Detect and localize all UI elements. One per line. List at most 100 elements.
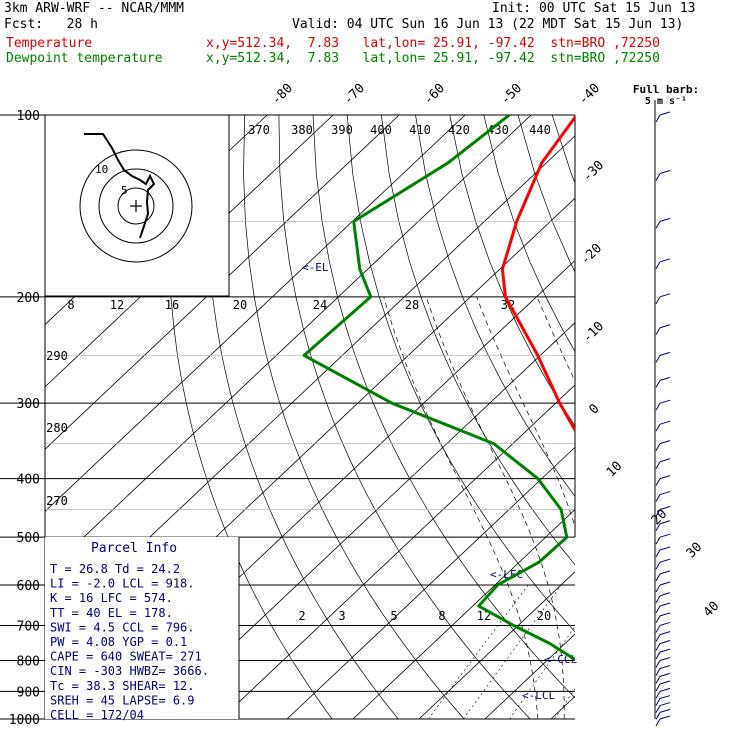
theta-label: 410	[409, 123, 431, 137]
isotherm-line	[220, 384, 575, 719]
wind-barb-flag	[659, 570, 671, 575]
wind-barb-shaft	[655, 712, 661, 720]
wind-barb-flag	[659, 592, 671, 597]
theta-label: 420	[448, 123, 470, 137]
mixing-ratio-label: 3	[338, 609, 345, 623]
wind-barb-shaft	[655, 296, 661, 305]
temperature-label: Temperature	[6, 36, 93, 51]
wind-barb-flag	[659, 324, 671, 329]
isotherm-line	[45, 115, 400, 450]
hodograph-ring-label: 10	[95, 163, 108, 176]
wind-barb-shaft	[655, 173, 661, 181]
isotherm-line	[154, 322, 575, 719]
isotherm-label: 40	[701, 599, 723, 621]
valid-time: Valid: 04 UTC Sun 16 Jun 13 (22 MDT Sat …	[292, 17, 684, 32]
wind-barb-shaft	[655, 634, 661, 642]
theta-label: 280	[46, 421, 68, 435]
moist-adiabat-label: 8	[67, 298, 74, 312]
mixing-ratio-line	[554, 688, 575, 719]
forecast-hour: Fcst: 28 h	[4, 17, 98, 32]
moist-adiabat-line	[670, 297, 718, 719]
mixing-ratio-label: 8	[438, 609, 445, 623]
wind-barb-shaft	[655, 536, 661, 545]
parcel-info-box: Parcel Info T = 26.8 Td = 24.2LI = -2.0 L…	[45, 537, 240, 722]
dewpoint-location: x,y=512.34, 7.83 lat,lon= 25.91, -97.42 …	[206, 51, 660, 66]
isotherm-label: -80	[269, 81, 296, 108]
parcel-info-title: Parcel Info	[91, 541, 177, 556]
pressure-tick-label: 600	[17, 579, 40, 594]
wind-barb-flag	[659, 631, 671, 636]
wind-barb-shaft	[655, 625, 661, 633]
wind-barb-shaft	[655, 221, 661, 229]
isotherm-line	[418, 571, 575, 719]
el-marker: <-EL	[302, 261, 329, 274]
theta-label: 400	[370, 123, 392, 137]
init-time: Init: 00 UTC Sat 15 Jun 13	[492, 1, 696, 16]
dry-adiabat-line	[517, 115, 575, 273]
wind-barb-flag	[659, 170, 671, 175]
wind-barb-shaft	[655, 615, 661, 624]
dry-adiabat-line	[689, 115, 740, 719]
wind-barb-flag	[659, 687, 671, 692]
mixing-ratio-label: 5	[390, 609, 397, 623]
pressure-tick-label: 700	[17, 619, 40, 634]
dry-adiabat-line	[312, 115, 575, 699]
wind-barb-flag	[659, 520, 671, 525]
dry-adiabat-line	[551, 115, 575, 184]
wind-barb-shaft	[655, 705, 661, 713]
lcl-marker: <-LCL	[522, 689, 555, 702]
wind-barb-flag	[659, 558, 671, 563]
theta-label: 290	[46, 349, 68, 363]
isotherm-label: 10	[604, 459, 626, 481]
theta-label: 440	[529, 123, 551, 137]
parcel-info-row: Tc = 38.3 SHEAR= 12.	[50, 679, 195, 693]
wind-barb-flag	[659, 506, 671, 511]
isotherm-label: -30	[580, 158, 607, 185]
isotherm-line	[286, 446, 575, 719]
parcel-box-bg	[45, 537, 239, 719]
wind-barb-flag	[659, 672, 671, 677]
wind-barb-shaft	[655, 549, 661, 558]
header: 3km ARW-WRF -- NCAR/MMM Init: 00 UTC Sat…	[0, 0, 740, 70]
wind-barb-shaft	[655, 380, 661, 388]
series-line	[302, 115, 575, 662]
pressure-tick-label: 400	[17, 473, 40, 488]
wind-barb-flag	[659, 475, 671, 480]
parcel-info-row: PW = 4.08 YGP = 0.1	[50, 635, 187, 649]
wind-barb-shaft	[655, 691, 661, 699]
dry-adiabat-line	[723, 115, 740, 719]
wind-barb-flag	[659, 612, 671, 617]
isotherm-label: -60	[421, 81, 448, 108]
wind-barb-flag	[659, 458, 671, 463]
wind-barb-shaft	[655, 509, 661, 517]
parcel-info-row: LI = -2.0 LCL = 918.	[50, 577, 195, 591]
isotherm-line	[617, 115, 740, 719]
pressure-tick-label: 1000	[9, 713, 40, 728]
mixing-ratio-label: 2	[298, 609, 305, 623]
mixing-ratio-line	[595, 585, 686, 719]
wind-barb-flag	[659, 656, 671, 661]
parcel-info-row: SREH = 45 LAPSE= 6.9	[50, 693, 195, 707]
wind-barb-shaft	[655, 261, 661, 270]
wind-barb-shaft	[655, 676, 661, 684]
isotherm-label: 0	[586, 401, 602, 417]
wind-barb-shaft	[655, 443, 661, 451]
wind-barb-shaft	[655, 683, 661, 692]
wind-barb-flag	[659, 640, 671, 645]
wind-barb-flag	[659, 621, 671, 626]
wind-barb-flag	[659, 258, 671, 263]
hodograph-ring	[79, 149, 193, 263]
parcel-info-row: K = 16 LFC = 574.	[50, 591, 173, 605]
theta-label: 380	[291, 123, 313, 137]
moist-adiabat-line	[383, 296, 539, 719]
wind-barb-shaft	[655, 668, 661, 676]
theta-label: 370	[248, 123, 270, 137]
wind-barb-shaft	[655, 355, 661, 363]
isotherm-line	[45, 115, 466, 512]
wind-barb-flag	[659, 440, 671, 445]
isotherm-line	[352, 508, 575, 719]
moist-adiabat-label: 16	[165, 298, 179, 312]
parcel-info-row: CAPE = 640 SWEAT= 271	[50, 650, 202, 664]
